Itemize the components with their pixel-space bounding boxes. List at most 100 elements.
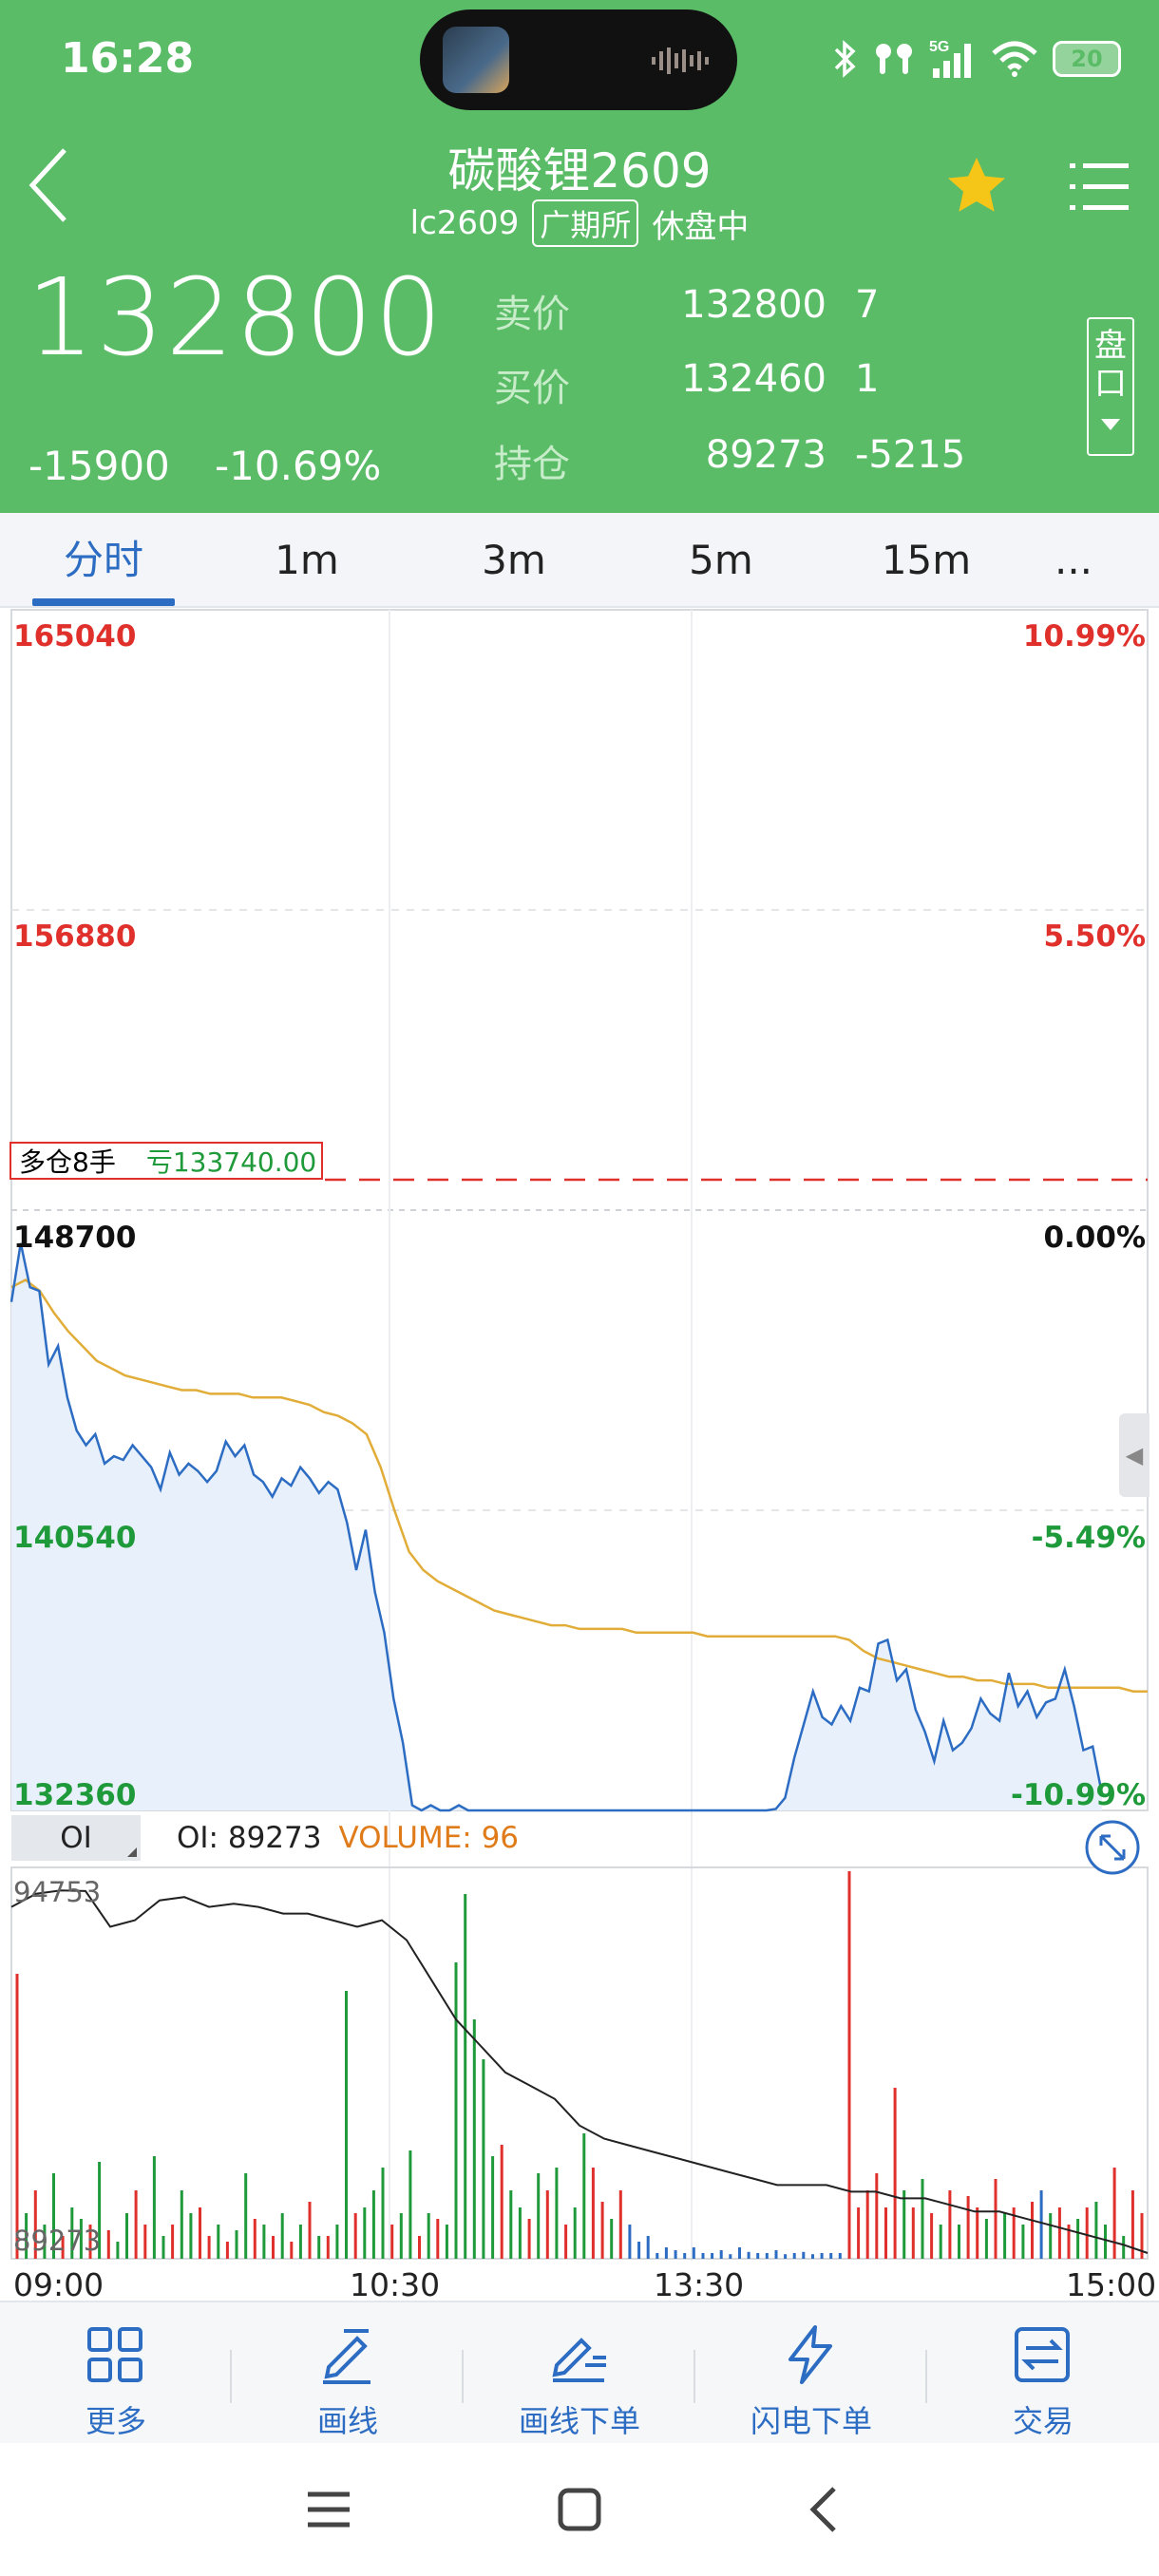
- oi-min-label: 89273: [13, 2225, 102, 2257]
- back-arrow-icon[interactable]: [23, 142, 72, 228]
- bluetooth-icon: [834, 40, 856, 78]
- dynamic-island: [420, 9, 737, 110]
- expand-icon[interactable]: [1084, 1819, 1141, 1876]
- earbuds-icon: [876, 44, 912, 74]
- tool-label: 画线: [316, 2403, 378, 2439]
- side-panel-handle[interactable]: ◀: [1119, 1413, 1150, 1497]
- media-thumbnail: [443, 27, 509, 93]
- percent-axis-label: 0.00%: [1043, 1221, 1146, 1255]
- tool-more-button[interactable]: 更多: [0, 2302, 232, 2445]
- position-pnl: 亏133740.00: [145, 1146, 317, 1178]
- triangle-down-icon: [1101, 419, 1120, 430]
- price-change-percent: -10.69%: [215, 443, 382, 489]
- price-change: -15900: [28, 443, 170, 489]
- tool-label: 交易: [1012, 2403, 1074, 2439]
- quote-value: 132800: [681, 283, 826, 327]
- quote-row-bid: 买价 132460 1: [494, 357, 978, 412]
- audio-wave-icon: [652, 47, 709, 74]
- order-book-button[interactable]: 盘口: [1087, 317, 1134, 456]
- price-axis-label: 156880: [13, 919, 137, 954]
- intraday-chart[interactable]: [0, 0, 1159, 2301]
- time-axis-label: 10:30: [350, 2266, 441, 2303]
- tab-intraday[interactable]: 分时: [63, 537, 143, 583]
- tab-1m[interactable]: 1m: [275, 537, 339, 583]
- tab-15m[interactable]: 15m: [881, 537, 972, 583]
- oi-max-label: 94753: [13, 1876, 102, 1908]
- price-area-fill: [11, 1242, 1102, 1810]
- position-marker[interactable]: 多仓8手 亏133740.00: [10, 1142, 323, 1180]
- open-interest-line: [10, 1889, 1149, 2254]
- toolbar-divider: [694, 2350, 695, 2403]
- price-axis-label: 140540: [13, 1521, 137, 1555]
- quote-row-ask: 卖价 132800 7: [494, 283, 978, 338]
- quote-value: 89273: [705, 433, 826, 477]
- time-axis-label: 09:00: [13, 2266, 104, 2303]
- trading-state: 休盘中: [652, 207, 750, 246]
- battery-level: 20: [1071, 46, 1103, 72]
- status-time: 16:28: [61, 34, 195, 83]
- volume-panel-frame: [10, 1866, 1149, 2260]
- position-label: 多仓8手: [19, 1146, 116, 1178]
- wifi-icon: [992, 41, 1037, 77]
- average-price-line: [10, 1279, 1148, 1693]
- tool-flash-order-button[interactable]: 闪电下单: [695, 2302, 927, 2445]
- tool-label: 更多: [85, 2403, 146, 2439]
- indicator-bar: OI OI: 89273 VOLUME: 96: [0, 1812, 1159, 1864]
- recent-apps-icon[interactable]: [300, 2481, 357, 2538]
- grid-icon: [87, 2327, 142, 2382]
- contract-subtitle: lc2609 广期所 休盘中: [0, 199, 1159, 247]
- quote-label: 买价: [494, 367, 570, 410]
- quote-volume: -5215: [855, 433, 966, 477]
- toolbar-divider: [230, 2350, 232, 2403]
- home-icon[interactable]: [551, 2481, 608, 2538]
- quote-header: 16:28 5G 20 碳酸锂2609 lc2609 广期所: [0, 0, 1159, 513]
- system-nav-bar: [0, 2443, 1159, 2576]
- pen-order-icon: [552, 2338, 606, 2382]
- contract-title: 碳酸锂2609: [447, 143, 712, 199]
- quote-volume: 1: [855, 357, 880, 401]
- order-book-label: 盘口: [1094, 327, 1127, 403]
- svg-text:5G: 5G: [929, 39, 949, 55]
- tab-3m[interactable]: 3m: [482, 537, 546, 583]
- volume-readout: VOLUME: 96: [338, 1821, 520, 1855]
- timeframe-tabs: 分时 1m 3m 5m 15m ...: [0, 513, 1159, 608]
- price-axis-label: 165040: [13, 619, 137, 653]
- favorite-star-icon[interactable]: [944, 154, 1009, 218]
- tab-more[interactable]: ...: [1054, 537, 1093, 583]
- battery-icon: 20: [1053, 41, 1121, 77]
- percent-axis-label: 10.99%: [1022, 619, 1146, 653]
- toolbar-divider: [925, 2350, 927, 2403]
- quote-value: 132460: [681, 357, 826, 401]
- tab-5m[interactable]: 5m: [689, 537, 753, 583]
- pen-icon: [323, 2329, 370, 2384]
- price-line: [10, 1242, 1104, 1812]
- quote-row-open-interest: 持仓 89273 -5215: [494, 433, 978, 488]
- time-axis-label: 13:30: [654, 2266, 745, 2303]
- quote-label: 持仓: [494, 443, 570, 486]
- active-tab-indicator: [32, 598, 175, 606]
- menu-list-icon[interactable]: [1070, 160, 1129, 215]
- percent-axis-label: -10.99%: [1011, 1778, 1146, 1812]
- time-axis-label: 15:00: [1066, 2266, 1157, 2303]
- quote-volume: 7: [855, 283, 880, 327]
- back-nav-icon[interactable]: [796, 2481, 853, 2538]
- toolbar-divider: [462, 2350, 464, 2403]
- price-axis-label: 148700: [13, 1221, 137, 1255]
- last-price: 132800: [27, 256, 445, 380]
- tool-label: 画线下单: [518, 2403, 640, 2439]
- bottom-toolbar: 更多 画线 画线下单 闪电下单 交易: [0, 2301, 1159, 2443]
- exchange-badge: 广期所: [532, 199, 639, 247]
- status-icons: 5G 20: [830, 34, 1121, 84]
- percent-axis-label: -5.49%: [1031, 1521, 1146, 1555]
- signal-icon: 5G: [929, 39, 971, 78]
- trade-icon: [1015, 2327, 1070, 2382]
- contract-code: lc2609: [409, 204, 520, 242]
- indicator-selector[interactable]: OI: [11, 1815, 141, 1861]
- tool-label: 闪电下单: [750, 2403, 872, 2439]
- tool-draw-order-button[interactable]: 画线下单: [464, 2302, 695, 2445]
- quote-label: 卖价: [494, 293, 570, 336]
- tool-trade-button[interactable]: 交易: [927, 2302, 1159, 2445]
- tool-draw-button[interactable]: 画线: [232, 2302, 464, 2445]
- oi-readout: OI: 89273: [177, 1821, 322, 1855]
